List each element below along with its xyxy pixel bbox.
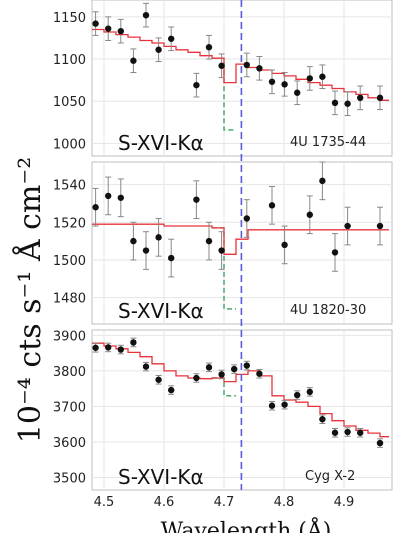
line-label: S-XVI-Kα <box>118 131 204 155</box>
data-point <box>117 346 125 353</box>
data-point <box>92 204 99 211</box>
data-point <box>331 249 339 256</box>
data-point <box>205 44 213 51</box>
y-tick-label: 1540 <box>53 179 86 194</box>
data-point <box>331 429 339 436</box>
data-point <box>142 247 150 254</box>
data-point <box>92 344 99 351</box>
y-tick-label: 1000 <box>53 137 86 152</box>
data-point <box>376 439 384 447</box>
data-point <box>281 241 288 249</box>
data-point <box>117 194 125 201</box>
data-point <box>281 401 288 408</box>
data-point <box>243 61 250 69</box>
x-tick-label: 4.7 <box>214 495 235 510</box>
data-point <box>193 196 200 203</box>
data-point <box>344 222 351 230</box>
data-point <box>331 99 339 107</box>
data-point <box>130 237 137 245</box>
y-tick-label: 1150 <box>53 11 86 26</box>
data-point <box>105 25 112 32</box>
absorption-model-line <box>212 227 236 310</box>
data-point <box>218 247 225 254</box>
data-point <box>268 78 276 85</box>
source-label: Cyg X-2 <box>305 469 355 484</box>
data-point <box>357 94 364 102</box>
data-point <box>205 237 213 245</box>
x-tick-label: 4.8 <box>274 495 295 510</box>
data-point <box>155 234 162 241</box>
y-tick-label: 1480 <box>53 292 86 307</box>
x-tick-label: 4.9 <box>334 495 355 510</box>
y-tick-label: 1050 <box>53 95 86 110</box>
y-tick-label: 1520 <box>53 216 86 231</box>
y-tick-label: 3700 <box>53 400 86 415</box>
model-line <box>92 223 389 255</box>
data-point <box>256 65 263 72</box>
data-point <box>130 57 137 64</box>
data-point <box>231 365 238 373</box>
data-point <box>306 75 313 82</box>
data-point <box>168 35 175 42</box>
data-point <box>294 391 301 399</box>
y-tick-label: 1500 <box>53 254 86 269</box>
source-label: 4U 1735-44 <box>290 135 366 150</box>
data-point <box>376 94 384 102</box>
data-point <box>142 11 150 19</box>
data-point <box>130 339 137 346</box>
data-point <box>243 362 250 369</box>
data-point <box>344 428 351 436</box>
data-point <box>357 429 364 436</box>
y-tick-label: 1100 <box>53 53 86 68</box>
data-point <box>268 402 276 409</box>
data-point <box>105 344 112 351</box>
data-point <box>105 192 112 200</box>
data-point <box>319 177 326 185</box>
data-point <box>142 363 150 370</box>
data-point <box>193 374 200 382</box>
data-point <box>281 81 288 88</box>
data-point <box>268 202 276 209</box>
absorption-model-line <box>212 377 236 397</box>
y-axis-label: 10⁻⁴ cts s⁻¹ Å cm⁻² <box>12 157 48 443</box>
data-point <box>168 254 175 262</box>
absorption-model-line <box>212 57 236 131</box>
x-tick-label: 4.5 <box>94 495 115 510</box>
y-tick-label: 3900 <box>53 329 86 344</box>
x-tick-label: 4.6 <box>154 495 175 510</box>
x-axis-ticks: 4.5 4.6 4.7 4.8 4.9 <box>94 495 355 510</box>
data-point <box>168 386 175 394</box>
data-point <box>306 388 313 396</box>
y-tick-label: 3500 <box>53 472 86 487</box>
data-point <box>319 73 326 80</box>
data-point <box>256 370 263 377</box>
data-point <box>218 371 225 378</box>
data-point <box>243 215 250 222</box>
x-axis-label: Wavelength (Å) <box>161 516 332 533</box>
panel-2: 1540 1520 1500 1480 S-XVI-Kα 4U 1820-30 <box>53 161 393 325</box>
source-label: 4U 1820-30 <box>290 303 366 318</box>
data-point <box>319 416 326 423</box>
y-tick-label: 3800 <box>53 365 86 380</box>
data-point <box>205 364 213 371</box>
line-label: S-XVI-Kα <box>118 465 204 489</box>
data-point <box>294 89 301 96</box>
data-point <box>344 100 351 107</box>
data-point <box>155 46 162 53</box>
data-point <box>92 20 99 27</box>
data-point <box>376 222 384 230</box>
line-label: S-XVI-Kα <box>118 299 204 323</box>
panel-1: 1150 1100 1050 1000 S-XVI-Kα 4U 1735-44 <box>53 0 393 157</box>
data-point <box>193 81 200 89</box>
data-point <box>155 376 162 383</box>
data-point <box>306 211 313 218</box>
data-point <box>218 62 225 69</box>
y-tick-label: 3600 <box>53 436 86 451</box>
data-point <box>117 28 125 35</box>
panel-3: 3900 3800 3700 3600 3500 S-XVI-Kα Cyg X-2 <box>53 329 393 491</box>
model-line <box>92 28 389 101</box>
